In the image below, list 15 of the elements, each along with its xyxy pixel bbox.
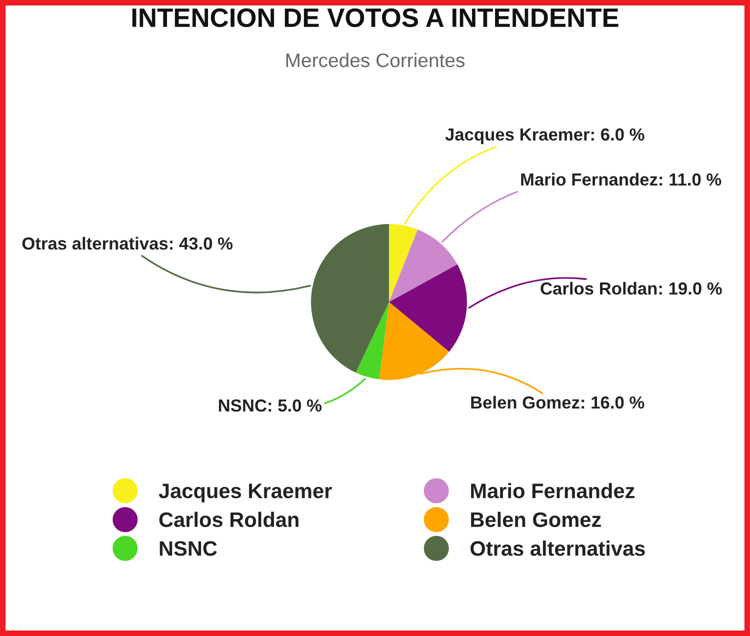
data-label: NSNC: 5.0 %: [218, 399, 322, 412]
legend-label: Carlos Roldan: [159, 512, 298, 528]
chart-subtitle: Mercedes Corrientes: [286, 52, 465, 68]
legend-label: Jacques Kraemer: [158, 484, 332, 502]
data-label: Belen Gomez: 16.0 %: [471, 396, 644, 409]
chart-title: INTENCION DE VOTOS A INTENDENTE: [132, 8, 618, 28]
legend-label: Mario Fernandez: [471, 483, 634, 498]
legend-label: Belen Gomez: [471, 512, 601, 528]
data-label: Otras alternativas: 43.0 %: [22, 236, 233, 250]
data-label: Mario Fernandez: 11.0 %: [521, 172, 722, 186]
data-label: Jacques Kraemer: 6.0 %: [445, 128, 644, 144]
legend-label: Otras alternativas: [470, 540, 645, 556]
legend-label: NSNC: [160, 541, 217, 556]
pie-slice: [389, 229, 458, 302]
data-label: Carlos Roldan: 19.0 %: [540, 282, 722, 295]
